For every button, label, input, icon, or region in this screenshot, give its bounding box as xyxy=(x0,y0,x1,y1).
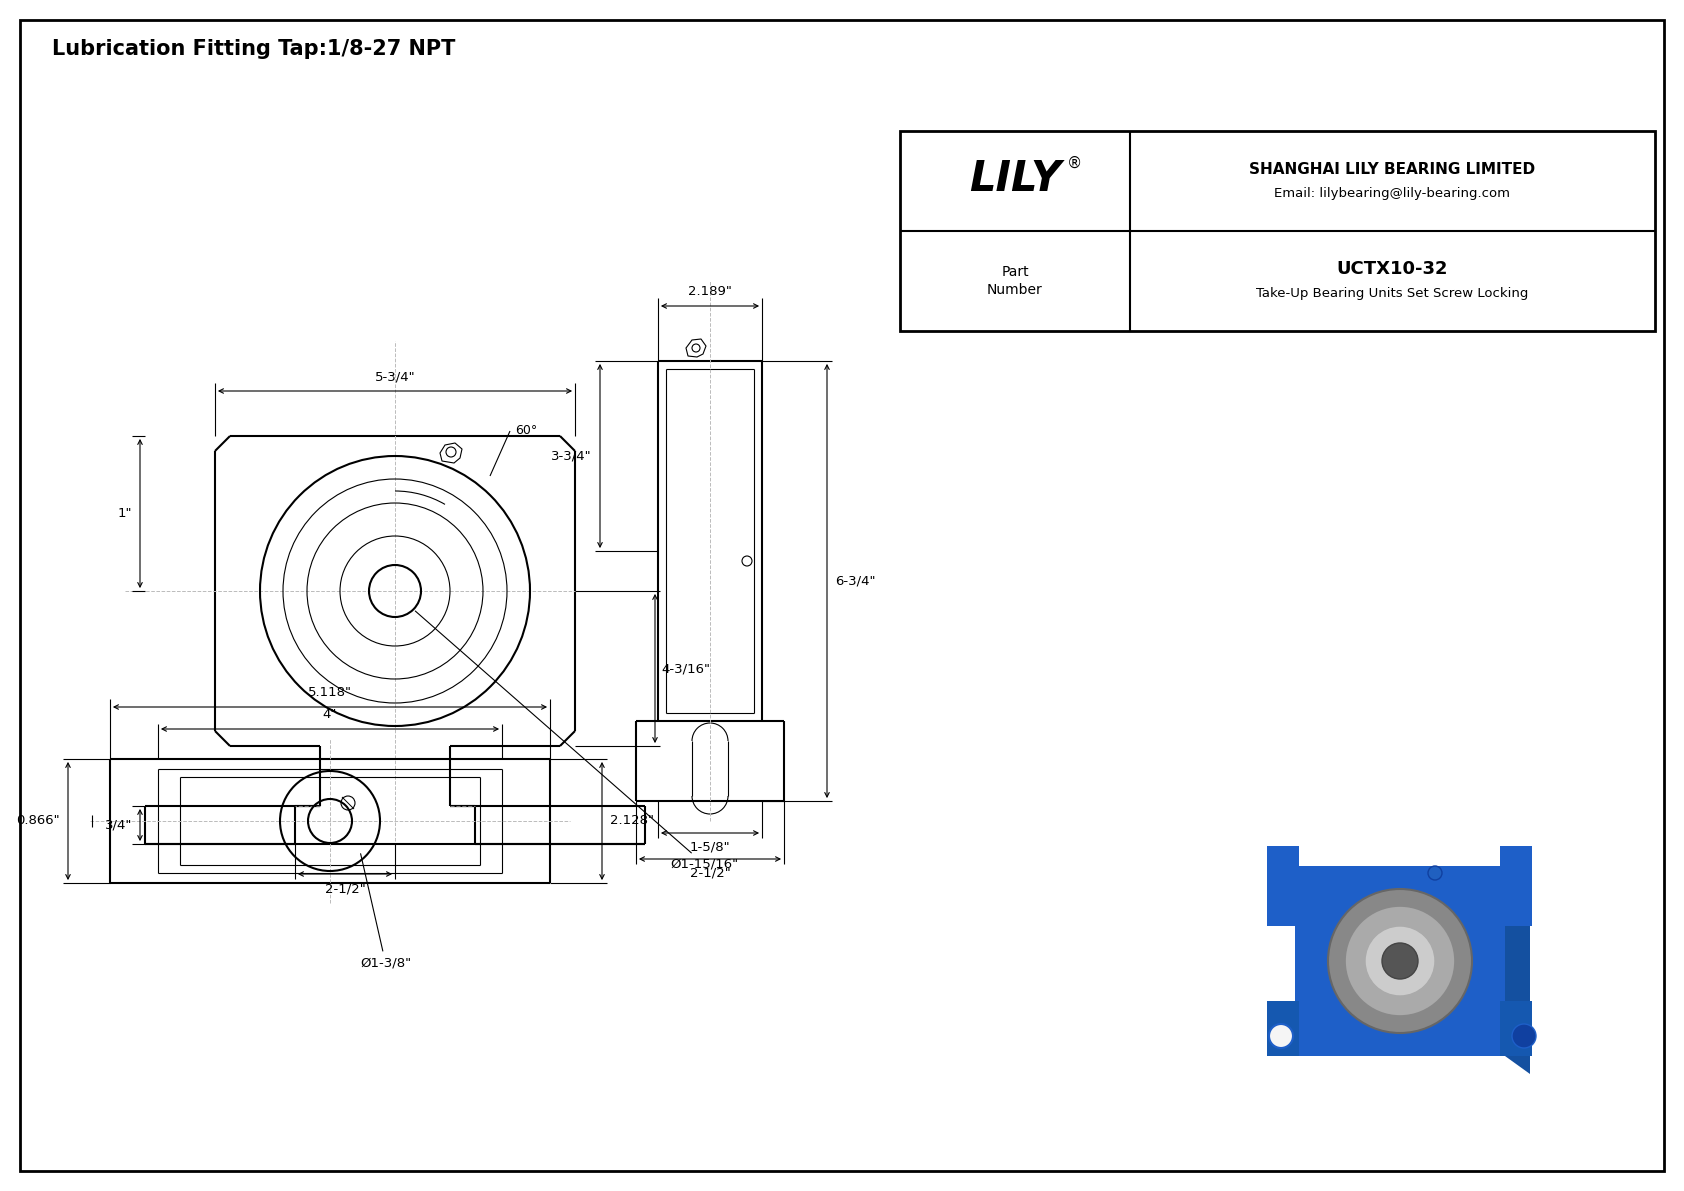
Polygon shape xyxy=(1295,866,1531,884)
Text: UCTX10-32: UCTX10-32 xyxy=(1337,260,1448,278)
Circle shape xyxy=(1512,1024,1536,1048)
Text: Ø1-3/8": Ø1-3/8" xyxy=(360,854,411,969)
Bar xyxy=(899,131,1655,331)
Circle shape xyxy=(1346,906,1455,1016)
Text: 3/4": 3/4" xyxy=(104,818,131,831)
Text: 6-3/4": 6-3/4" xyxy=(835,574,876,587)
Circle shape xyxy=(1329,888,1472,1033)
Text: 2.128": 2.128" xyxy=(610,815,653,828)
Text: SHANGHAI LILY BEARING LIMITED: SHANGHAI LILY BEARING LIMITED xyxy=(1250,162,1536,176)
Bar xyxy=(1500,1000,1532,1056)
Text: 4-3/16": 4-3/16" xyxy=(662,662,711,675)
Text: Lubrication Fitting Tap:1/8-27 NPT: Lubrication Fitting Tap:1/8-27 NPT xyxy=(52,39,455,60)
Text: ®: ® xyxy=(1068,156,1083,170)
Text: 3-3/4": 3-3/4" xyxy=(551,449,593,462)
Text: Ø1-15/16": Ø1-15/16" xyxy=(416,611,738,871)
Bar xyxy=(1500,846,1532,925)
Bar xyxy=(1266,1000,1298,1056)
Text: 60°: 60° xyxy=(515,424,537,437)
Text: 1": 1" xyxy=(118,507,131,520)
Text: 2-1/2": 2-1/2" xyxy=(690,867,731,880)
Text: 5.118": 5.118" xyxy=(308,686,352,699)
Text: Email: lilybearing@lily-bearing.com: Email: lilybearing@lily-bearing.com xyxy=(1275,187,1511,200)
Circle shape xyxy=(1428,866,1442,880)
Polygon shape xyxy=(1505,866,1531,1074)
Text: 4": 4" xyxy=(323,707,337,721)
Text: Take-Up Bearing Units Set Screw Locking: Take-Up Bearing Units Set Screw Locking xyxy=(1256,287,1529,299)
Circle shape xyxy=(1366,925,1435,996)
Text: 1-5/8": 1-5/8" xyxy=(690,841,731,854)
Circle shape xyxy=(1383,943,1418,979)
Text: Part
Number: Part Number xyxy=(987,264,1042,298)
Text: 2.189": 2.189" xyxy=(689,285,733,298)
Bar xyxy=(1266,846,1298,925)
Bar xyxy=(1295,866,1505,1056)
Text: 0.866": 0.866" xyxy=(17,815,61,828)
Text: 2-1/2": 2-1/2" xyxy=(325,883,365,894)
Text: LILY: LILY xyxy=(968,158,1061,200)
Text: 5-3/4": 5-3/4" xyxy=(374,370,416,384)
Circle shape xyxy=(1270,1024,1293,1048)
